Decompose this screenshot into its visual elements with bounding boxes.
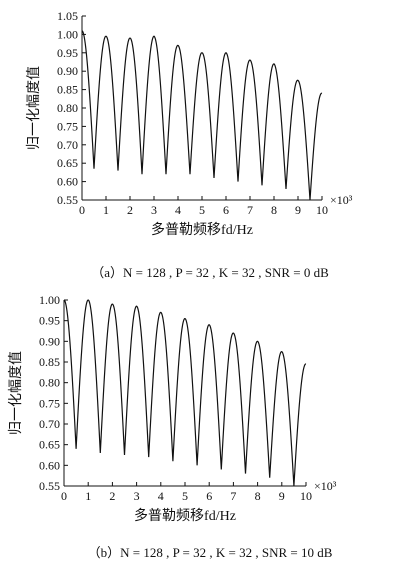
y-tick-label: 1.00: [57, 27, 78, 41]
series-line-b: [63, 299, 307, 487]
caption-b-prefix: （b）: [87, 545, 121, 560]
y-tick-label: 0.75: [39, 396, 60, 410]
x-tick-label: 1: [103, 203, 109, 217]
y-tick-label: 0.55: [57, 193, 78, 207]
y-tick-label: 0.60: [57, 175, 78, 189]
y-tick-label: 0.85: [57, 83, 78, 97]
y-tick-label: 0.80: [57, 101, 78, 115]
x-tick-label: 5: [182, 489, 188, 503]
y-tick-label: 0.60: [39, 458, 60, 472]
x-tick-label: 1: [85, 489, 91, 503]
caption-a: （a）N = 128 , P = 32 , K = 32 , SNR = 0 d…: [0, 262, 420, 281]
y-tick-label: 0.95: [57, 46, 78, 60]
x-tick-label: 2: [127, 203, 133, 217]
x-tick-label: 0: [79, 203, 85, 217]
x-tick-label: 3: [134, 489, 140, 503]
x-multiplier: ×10³: [314, 479, 337, 493]
y-tick-label: 0.65: [57, 156, 78, 170]
x-tick-label: 10: [316, 203, 328, 217]
y-tick-label: 1.05: [57, 9, 78, 23]
caption-a-text: N = 128 , P = 32 , K = 32 , SNR = 0 dB: [122, 265, 329, 280]
x-tick-label: 6: [206, 489, 212, 503]
x-tick-label: 8: [271, 203, 277, 217]
chart-b: 0.55 0.60 0.65 0.70 0.75 0.80 0.85 0.90 0.95 1.00…: [7, 293, 337, 524]
x-tick-label: 9: [295, 203, 301, 217]
x-tick-label: 6: [223, 203, 229, 217]
y-tick-label: 1.00: [39, 293, 60, 307]
y-tick-label: 0.80: [39, 376, 60, 390]
x-tick-label: 8: [255, 489, 261, 503]
x-axis-label: 多普勒频移fd/Hz: [134, 507, 236, 524]
chart-a: 0.55 0.60 0.65 0.70 0.75 0.80 0.85 0.90 0.95 1.00…: [25, 9, 353, 238]
y-tick-label: 0.90: [57, 64, 78, 78]
x-tick-label: 0: [61, 489, 67, 503]
series-line-a: [81, 30, 323, 201]
y-tick-label: 0.55: [39, 479, 60, 493]
x-tick-label: 2: [109, 489, 115, 503]
y-tick-label: 0.85: [39, 355, 60, 369]
x-tick-label: 7: [230, 489, 236, 503]
x-tick-label: 4: [158, 489, 164, 503]
x-tick-label: 7: [247, 203, 253, 217]
x-axis-label: 多普勒频移fd/Hz: [151, 221, 253, 238]
y-axis-label: 归一化幅度值: [25, 66, 42, 150]
y-tick-label: 0.95: [39, 314, 60, 328]
caption-b: （b）N = 128 , P = 32 , K = 32 , SNR = 10 …: [0, 542, 420, 561]
y-tick-label: 0.90: [39, 334, 60, 348]
x-tick-label: 3: [151, 203, 157, 217]
y-tick-label: 0.65: [39, 438, 60, 452]
x-multiplier: ×10³: [330, 193, 353, 207]
y-tick-label: 0.70: [39, 417, 60, 431]
x-tick-label: 5: [199, 203, 205, 217]
y-tick-label: 0.70: [57, 138, 78, 152]
caption-b-text: N = 128 , P = 32 , K = 32 , SNR = 10 dB: [120, 545, 333, 560]
y-tick-label: 0.75: [57, 119, 78, 133]
y-axis-label: 归一化幅度值: [7, 351, 24, 435]
x-tick-label: 4: [175, 203, 181, 217]
x-tick-label: 10: [300, 489, 312, 503]
caption-a-prefix: （a）: [91, 265, 123, 280]
x-tick-label: 9: [279, 489, 285, 503]
